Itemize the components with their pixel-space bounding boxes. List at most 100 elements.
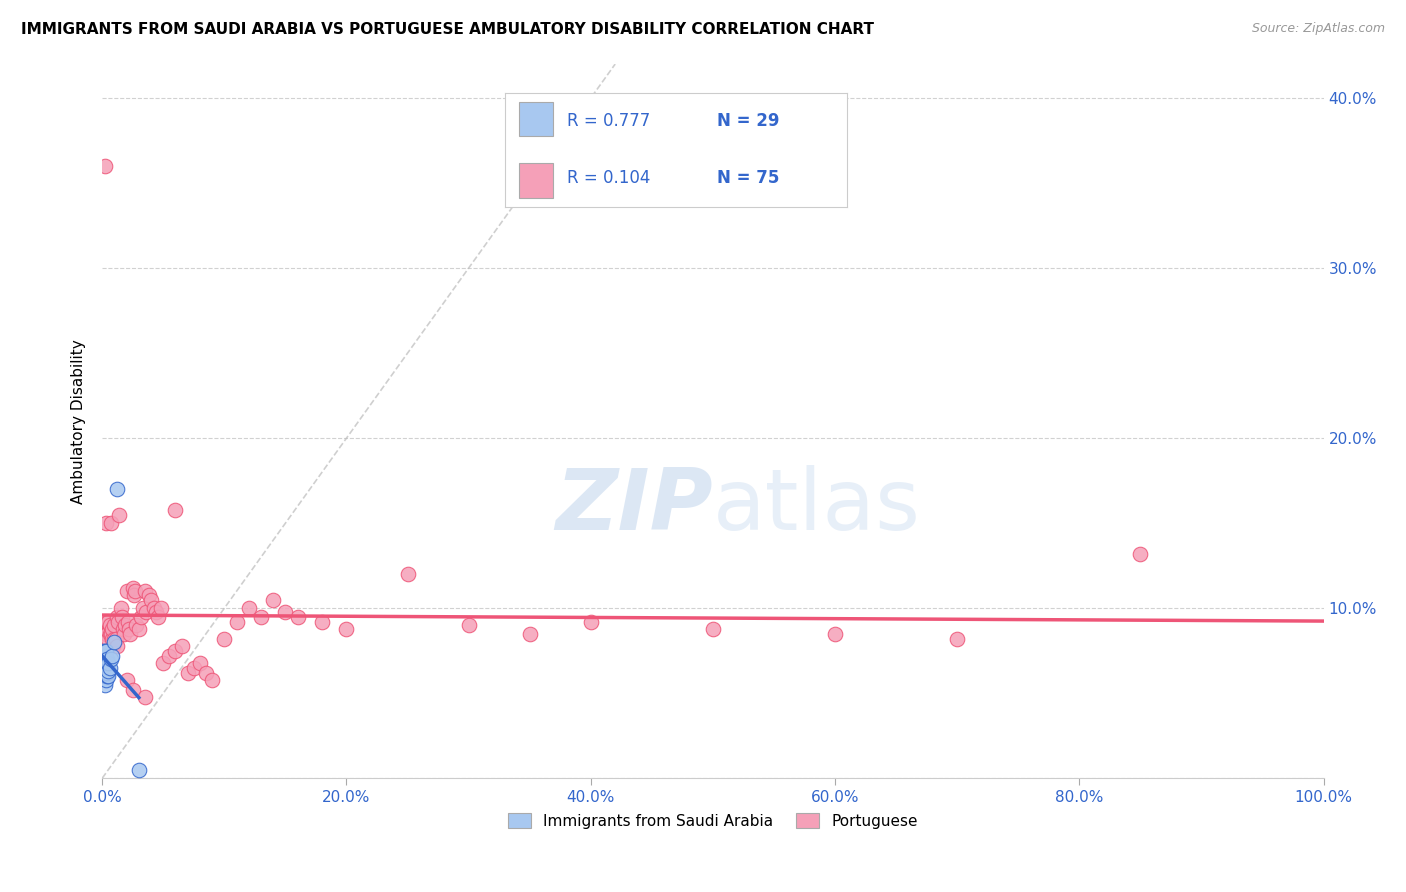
Point xyxy=(103,618,125,632)
Point xyxy=(93,648,115,663)
Point xyxy=(121,581,143,595)
Point xyxy=(94,516,117,531)
Point xyxy=(579,615,602,629)
Point xyxy=(93,669,115,683)
Point xyxy=(824,626,846,640)
Point xyxy=(457,618,479,632)
Point xyxy=(135,605,157,619)
Point xyxy=(96,615,118,629)
Point xyxy=(128,622,150,636)
Point xyxy=(93,643,115,657)
Point xyxy=(145,605,167,619)
Point xyxy=(103,635,125,649)
Point xyxy=(195,665,218,680)
Point xyxy=(97,664,120,678)
Point xyxy=(97,632,120,646)
Point xyxy=(93,643,115,657)
Point xyxy=(148,609,170,624)
Point xyxy=(105,609,128,624)
Point xyxy=(188,656,211,670)
Point xyxy=(125,618,148,632)
Point xyxy=(93,648,115,663)
Point xyxy=(101,622,124,636)
Point xyxy=(946,632,969,646)
Point xyxy=(225,615,247,629)
Point xyxy=(93,656,115,670)
Point xyxy=(115,673,138,687)
Point xyxy=(105,639,128,653)
Point xyxy=(165,643,187,657)
Point xyxy=(93,159,115,173)
Point xyxy=(103,632,125,646)
Point xyxy=(274,605,297,619)
Point xyxy=(124,584,146,599)
Point xyxy=(98,618,121,632)
Point xyxy=(128,763,150,777)
Point xyxy=(93,678,115,692)
Point xyxy=(105,482,128,496)
Point xyxy=(1129,547,1152,561)
Point xyxy=(519,626,541,640)
Point xyxy=(311,615,333,629)
Point xyxy=(152,656,174,670)
Point xyxy=(149,601,172,615)
Point xyxy=(335,622,357,636)
Point xyxy=(108,508,131,522)
Text: ZIP: ZIP xyxy=(555,466,713,549)
Point xyxy=(96,652,118,666)
Point xyxy=(98,661,121,675)
Point xyxy=(97,669,120,683)
Point xyxy=(112,626,135,640)
Point xyxy=(96,626,118,640)
Point xyxy=(117,615,139,629)
Point xyxy=(93,664,115,678)
Point xyxy=(103,639,125,653)
Point xyxy=(98,626,121,640)
Point xyxy=(104,632,127,646)
Point xyxy=(94,665,117,680)
Point xyxy=(96,665,118,680)
Point xyxy=(165,502,187,516)
Y-axis label: Ambulatory Disability: Ambulatory Disability xyxy=(72,339,86,503)
Point xyxy=(702,622,724,636)
Point xyxy=(94,661,117,675)
Point xyxy=(121,682,143,697)
Point xyxy=(93,669,115,683)
Point xyxy=(97,656,120,670)
Point xyxy=(96,661,118,675)
Point xyxy=(120,626,142,640)
Point xyxy=(101,632,124,646)
Point xyxy=(214,632,236,646)
Point xyxy=(93,656,115,670)
Point xyxy=(94,643,117,657)
Point xyxy=(287,609,309,624)
Point xyxy=(122,588,145,602)
Point xyxy=(238,601,260,615)
Point xyxy=(177,665,200,680)
Point xyxy=(142,601,165,615)
Point xyxy=(183,661,205,675)
Point xyxy=(111,622,134,636)
Point xyxy=(107,615,129,629)
Legend: Immigrants from Saudi Arabia, Portuguese: Immigrants from Saudi Arabia, Portuguese xyxy=(502,806,924,835)
Point xyxy=(201,673,224,687)
Text: Source: ZipAtlas.com: Source: ZipAtlas.com xyxy=(1251,22,1385,36)
Point xyxy=(94,626,117,640)
Point xyxy=(157,648,180,663)
Point xyxy=(138,588,160,602)
Point xyxy=(134,584,156,599)
Point xyxy=(97,615,120,629)
Point xyxy=(93,661,115,675)
Point xyxy=(100,516,122,531)
Point xyxy=(100,652,122,666)
Point xyxy=(262,592,284,607)
Point xyxy=(250,609,273,624)
Point xyxy=(115,584,138,599)
Point xyxy=(94,673,117,687)
Point xyxy=(94,652,117,666)
Text: atlas: atlas xyxy=(713,466,921,549)
Point xyxy=(111,609,134,624)
Point xyxy=(110,601,132,615)
Point xyxy=(100,626,122,640)
Point xyxy=(139,592,162,607)
